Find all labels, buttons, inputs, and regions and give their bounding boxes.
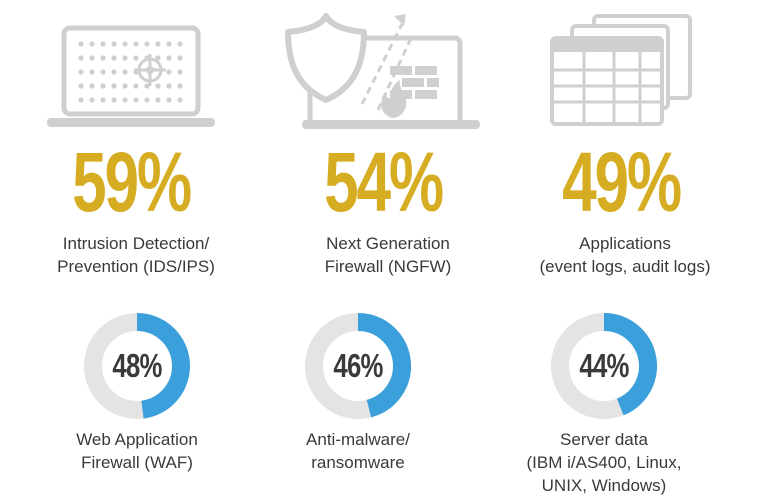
stat-applications-value: 49%	[562, 135, 682, 229]
donut-waf: 48%	[84, 313, 190, 419]
spreadsheet-icon	[550, 14, 692, 126]
stat-ngfw-label: Next Generation Firewall (NGFW)	[324, 234, 452, 276]
donut-waf-arc	[136, 313, 190, 419]
stat-ids-ips-value: 59%	[72, 135, 192, 229]
donut-waf-value: 48%	[112, 347, 162, 384]
donut-anti-malware-label: Anti-malware/ ransomware	[306, 430, 410, 472]
stat-applications-label: Applications (event logs, audit logs)	[539, 234, 711, 276]
shield-firewall-icon	[285, 13, 480, 129]
stat-ids-ips-label: Intrusion Detection/ Prevention (IDS/IPS…	[57, 234, 215, 276]
stat-ngfw-value: 54%	[324, 135, 444, 229]
donut-server-data: 44%	[551, 313, 657, 419]
donut-anti-malware-arc	[357, 313, 411, 418]
laptop-target-icon	[47, 25, 215, 127]
donut-anti-malware: 46%	[305, 313, 411, 419]
donut-waf-label: Web Application Firewall (WAF)	[76, 430, 198, 472]
donut-server-data-label: Server data (IBM i/AS400, Linux, UNIX, W…	[526, 430, 682, 495]
donut-server-data-value: 44%	[579, 347, 629, 384]
donut-server-data-arc	[603, 313, 657, 416]
donut-anti-malware-value: 46%	[333, 347, 383, 384]
